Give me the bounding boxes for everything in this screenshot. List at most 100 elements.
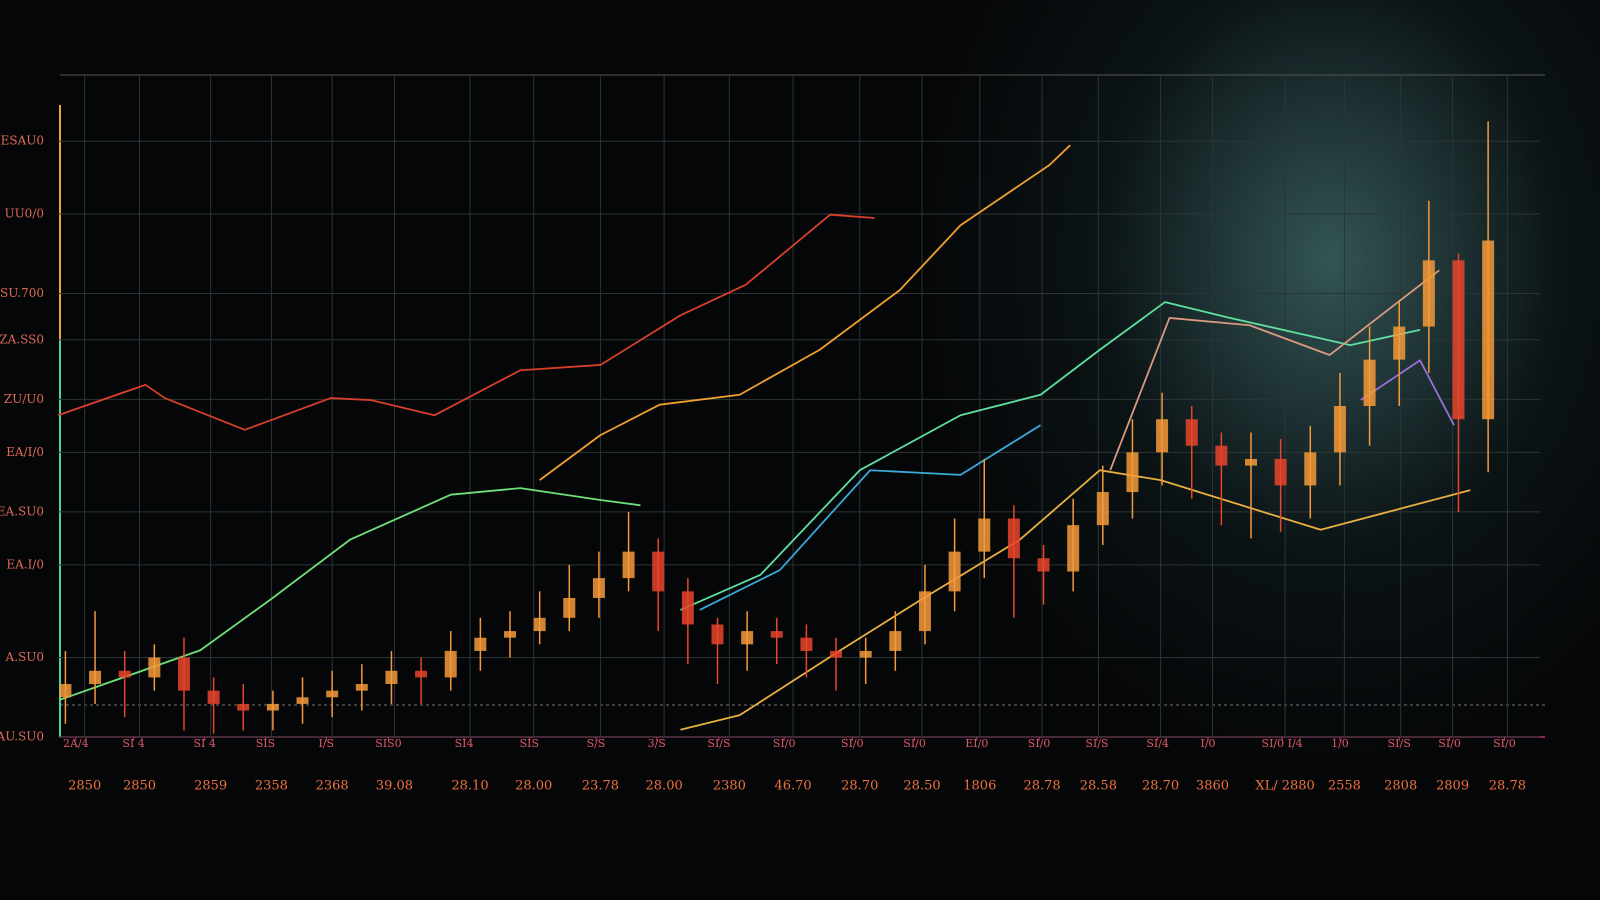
candle-body	[1422, 260, 1435, 327]
minor-x-tick-label: SIS0	[375, 737, 401, 750]
minor-x-tick-label: I/0	[1201, 737, 1216, 750]
minor-x-tick-label: SI/0	[903, 737, 926, 750]
candle-body	[1363, 359, 1376, 406]
minor-x-tick-label: SI/S	[707, 737, 730, 750]
line-series	[680, 469, 1471, 731]
candle-body	[770, 631, 783, 638]
candle-body	[1037, 558, 1050, 572]
minor-x-tick-label: 3/S	[648, 737, 666, 750]
minor-x-tick-label: SI/S	[1388, 737, 1411, 750]
minor-x-tick-label: 1/0	[1331, 737, 1349, 750]
candle-body	[1452, 260, 1465, 420]
candle-body	[415, 670, 428, 678]
minor-x-tick-label: SIS	[520, 737, 539, 750]
candle-body	[266, 703, 279, 711]
candle-body	[1245, 458, 1258, 466]
x-tick-label: 2358	[255, 779, 288, 794]
candle-body	[711, 624, 724, 645]
minor-x-tick-label: SI/0	[1493, 737, 1516, 750]
labels: ESAU0 UU0/0 SU.700 ZA.SS0 ZU/U0 EA/I/0 EA.SU0 E…	[0, 134, 1526, 794]
minor-x-tick-label: SI/0	[1028, 737, 1051, 750]
candle-body	[622, 551, 635, 579]
line-series	[59, 487, 641, 701]
line-series	[539, 144, 1071, 481]
x-tick-label: 28.58	[1080, 779, 1117, 794]
x-tick-label: 28.70	[1142, 779, 1179, 794]
x-tick-label: 28.78	[1023, 779, 1060, 794]
minor-x-tick-label: SI/0 I/4	[1262, 737, 1303, 750]
minor-x-tick-label: SI/4	[1146, 737, 1169, 750]
x-tick-label: 2809	[1436, 779, 1469, 794]
candles	[59, 121, 1495, 734]
minor-x-tick-label: SI/0	[841, 737, 864, 750]
x-tick-label: 28.70	[841, 779, 878, 794]
minor-x-tick-label: SI/S	[1085, 737, 1108, 750]
minor-x-tick-label: SI/0	[1438, 737, 1461, 750]
candle-body	[978, 518, 991, 552]
y-tick-label: ZU/U0	[4, 392, 44, 406]
minor-x-tick-label: EI/0	[965, 737, 988, 750]
candle-body	[474, 637, 487, 651]
minor-x-tick-label: SI4	[455, 737, 474, 750]
candle-body	[385, 670, 398, 685]
x-tick-label: 2850	[68, 779, 101, 794]
candle-body	[207, 690, 220, 704]
x-tick-label: 2558	[1328, 779, 1361, 794]
minor-x-tick-label: S/S	[587, 737, 606, 750]
candle-body	[652, 551, 665, 592]
x-tick-label: 28.10	[451, 779, 488, 794]
x-tick-label: 2850	[123, 779, 156, 794]
candle-body	[1304, 452, 1317, 486]
x-tick-label: 2368	[316, 779, 349, 794]
candle-body	[592, 578, 605, 598]
candle-body	[800, 637, 813, 651]
x-tick-label: 28.78	[1489, 779, 1526, 794]
minor-x-tick-label: SI/0	[773, 737, 796, 750]
minor-x-tick-label: SI 4	[122, 737, 144, 750]
candle-body	[1185, 419, 1198, 446]
candle-body	[563, 597, 576, 618]
candle-body	[1333, 406, 1346, 453]
candle-body	[1096, 492, 1109, 526]
y-tick-label: EA.I/0	[6, 557, 44, 571]
x-tick-label: 23.78	[582, 779, 619, 794]
x-tick-label: 28.00	[515, 779, 552, 794]
x-tick-label: 28.00	[646, 779, 683, 794]
y-tick-label: ZA.SS0	[0, 332, 44, 346]
y-tick-label: EA/I/0	[6, 445, 44, 459]
candle-body	[444, 650, 457, 678]
line-series	[699, 424, 1042, 611]
candle-body	[59, 684, 72, 698]
candle-body	[889, 631, 902, 651]
candle-body	[1156, 419, 1169, 453]
candle-body	[830, 650, 843, 658]
candle-body	[741, 631, 754, 645]
candle-body	[296, 697, 309, 704]
candle-body	[948, 551, 961, 592]
candle-body	[89, 670, 102, 685]
y-tick-label: SU.700	[0, 286, 44, 300]
candle-body	[859, 650, 872, 658]
candle-body	[1393, 326, 1406, 360]
candle-body	[1215, 445, 1228, 466]
x-tick-label: 2380	[713, 779, 746, 794]
minor-x-tick-label: SIS	[256, 737, 275, 750]
line-series	[1109, 269, 1440, 471]
x-tick-label: 3860	[1196, 779, 1229, 794]
line-series	[57, 213, 875, 431]
candle-body	[504, 631, 517, 638]
x-tick-label: 2808	[1384, 779, 1417, 794]
x-tick-label: 1806	[963, 779, 996, 794]
candle-body	[118, 670, 131, 678]
candle-body	[1126, 452, 1139, 493]
minor-x-tick-label: 2A/4	[63, 737, 89, 750]
candle-body	[355, 684, 368, 691]
candle-body	[1067, 525, 1080, 572]
candle-body	[326, 690, 339, 698]
candle-body	[1482, 240, 1495, 420]
y-tick-label: UU0/0	[4, 207, 44, 221]
lines	[57, 144, 1471, 731]
candle-body	[237, 703, 250, 711]
